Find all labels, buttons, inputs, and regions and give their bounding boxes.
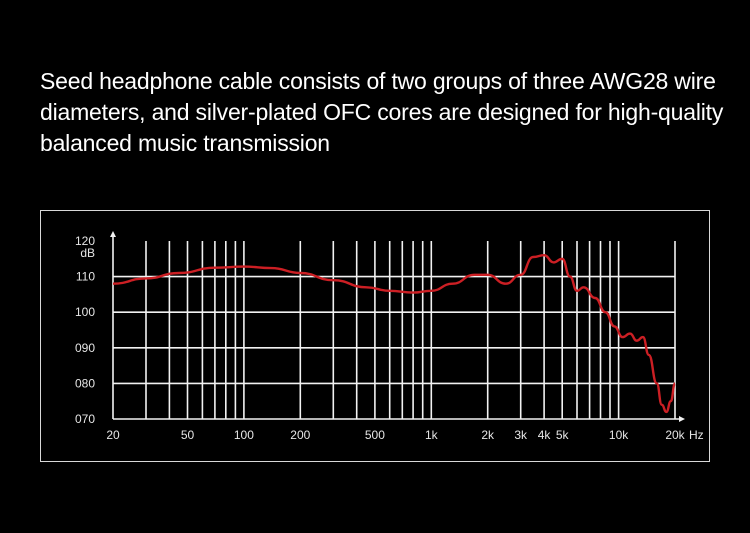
y-tick-label: 110 [76,270,95,284]
frequency-response-chart: 120 110 100 090 080 070 dB 20 50 100 200 500 1k 2k 3k 4… [40,210,710,462]
y-tick-label: 120 [75,234,95,248]
y-tick-label: 080 [75,376,95,390]
x-tick-label: 50 [181,428,195,442]
y-tick-label: 100 [75,305,95,319]
x-unit-label: Hz [689,428,704,442]
x-tick-label: 200 [290,428,310,442]
y-unit-label: dB [80,246,95,260]
y-tick-label: 070 [75,412,95,426]
x-tick-label: 20k [665,428,685,442]
frequency-response-line [112,254,677,414]
x-tick-label: 1k [425,428,439,442]
x-tick-label: 4k [538,428,552,442]
x-tick-label: 5k [556,428,570,442]
y-tick-label: 090 [75,341,95,355]
x-tick-label: 3k [514,428,528,442]
frequency-response-plot: 120 110 100 090 080 070 dB 20 50 100 200 500 1k 2k 3k 4… [75,231,704,442]
x-tick-label: 100 [234,428,254,442]
y-axis-arrow [110,231,116,237]
x-tick-label: 20 [106,428,120,442]
x-tick-label: 500 [365,428,385,442]
headline: Seed headphone cable consists of two gro… [40,68,724,156]
x-tick-label: 10k [609,428,629,442]
x-tick-label: 2k [481,428,495,442]
x-axis-arrow [679,416,685,422]
